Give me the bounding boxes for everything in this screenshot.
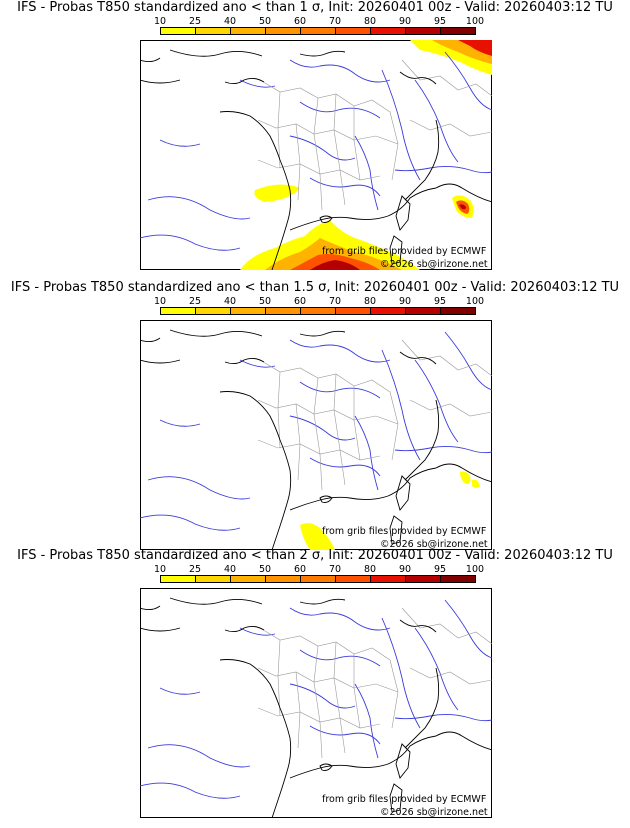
legend-tick: 40 (223, 296, 237, 307)
legend-tick: 95 (433, 564, 447, 575)
legend-swatch (336, 308, 371, 314)
legend-tick: 90 (398, 296, 412, 307)
panel-1: IFS - Probas T850 standardized ano < tha… (0, 0, 630, 270)
legend-swatch (301, 576, 336, 582)
legend-tick: 100 (465, 296, 485, 307)
legend-swatch (406, 308, 441, 314)
panel-title: IFS - Probas T850 standardized ano < tha… (17, 0, 613, 15)
panel-title: IFS - Probas T850 standardized ano < tha… (17, 548, 613, 563)
legend-tick: 25 (188, 564, 202, 575)
legend-tick: 50 (258, 296, 272, 307)
panel-3: IFS - Probas T850 standardized ano < tha… (0, 548, 630, 818)
legend-tick: 100 (465, 16, 485, 27)
legend-swatch (161, 28, 196, 34)
coastlines (140, 597, 492, 818)
legend-tick: 10 (153, 296, 167, 307)
coastlines (140, 329, 492, 550)
legend-tick: 100 (465, 564, 485, 575)
legend-swatch (301, 28, 336, 34)
legend-swatch (196, 28, 231, 34)
panel-title: IFS - Probas T850 standardized ano < tha… (10, 280, 620, 295)
probability-map (140, 588, 492, 818)
credit-copyright: ©2026 sb@irizone.net (380, 259, 488, 270)
legend-swatch (406, 576, 441, 582)
credit-copyright: ©2026 sb@irizone.net (380, 807, 488, 818)
legend-tick: 60 (293, 16, 307, 27)
legend-swatch (371, 308, 406, 314)
legend-labels: 10 25 40 50 60 70 80 90 95 100 (154, 16, 492, 27)
legend-tick: 70 (328, 16, 342, 27)
legend-tick: 70 (328, 564, 342, 575)
legend-swatch (196, 576, 231, 582)
rivers (140, 51, 492, 251)
legend-tick: 50 (258, 564, 272, 575)
legend-tick: 60 (293, 296, 307, 307)
admin-boundaries (257, 59, 492, 211)
admin-boundaries (257, 607, 492, 759)
legend-swatch (266, 308, 301, 314)
credit-copyright: ©2026 sb@irizone.net (380, 539, 488, 550)
legend-tick: 25 (188, 296, 202, 307)
legend-tick: 90 (398, 564, 412, 575)
legend-swatch (231, 308, 266, 314)
legend-tick: 80 (363, 16, 377, 27)
legend-swatch (196, 308, 231, 314)
legend-swatch (371, 28, 406, 34)
legend-tick: 40 (223, 16, 237, 27)
legend-tick: 80 (363, 296, 377, 307)
legend-swatch (441, 308, 475, 314)
panel-2: IFS - Probas T850 standardized ano < tha… (0, 280, 630, 550)
legend-swatch (266, 28, 301, 34)
legend-labels: 10 25 40 50 60 70 80 90 95 100 (154, 296, 492, 307)
credit-data-source: from grib files provided by ECMWF (322, 246, 487, 257)
legend-swatch (441, 576, 475, 582)
legend-tick: 90 (398, 16, 412, 27)
legend-tick: 70 (328, 296, 342, 307)
legend-swatch (231, 28, 266, 34)
legend-swatch (301, 308, 336, 314)
legend-swatch (441, 28, 475, 34)
legend-tick: 25 (188, 16, 202, 27)
legend-tick: 60 (293, 564, 307, 575)
legend-swatch (161, 308, 196, 314)
legend-tick: 10 (153, 564, 167, 575)
admin-boundaries (257, 339, 492, 491)
probability-map (140, 320, 492, 550)
legend-swatch (266, 576, 301, 582)
legend-swatch (371, 576, 406, 582)
color-legend-bar (160, 307, 476, 315)
legend-tick: 10 (153, 16, 167, 27)
legend-swatch (161, 576, 196, 582)
rivers (140, 599, 492, 799)
legend-swatch (406, 28, 441, 34)
legend-tick: 80 (363, 564, 377, 575)
legend-labels: 10 25 40 50 60 70 80 90 95 100 (154, 564, 492, 575)
legend-tick: 50 (258, 16, 272, 27)
legend-tick: 95 (433, 296, 447, 307)
probability-shading (240, 40, 492, 270)
rivers (140, 331, 492, 531)
legend-swatch (336, 28, 371, 34)
credit-data-source: from grib files provided by ECMWF (322, 526, 487, 537)
legend-tick: 95 (433, 16, 447, 27)
color-legend-bar (160, 575, 476, 583)
coastlines (140, 49, 492, 270)
probability-map (140, 40, 492, 270)
legend-swatch (231, 576, 266, 582)
color-legend-bar (160, 27, 476, 35)
legend-swatch (336, 576, 371, 582)
credit-data-source: from grib files provided by ECMWF (322, 794, 487, 805)
probability-shading (300, 471, 480, 550)
legend-tick: 40 (223, 564, 237, 575)
